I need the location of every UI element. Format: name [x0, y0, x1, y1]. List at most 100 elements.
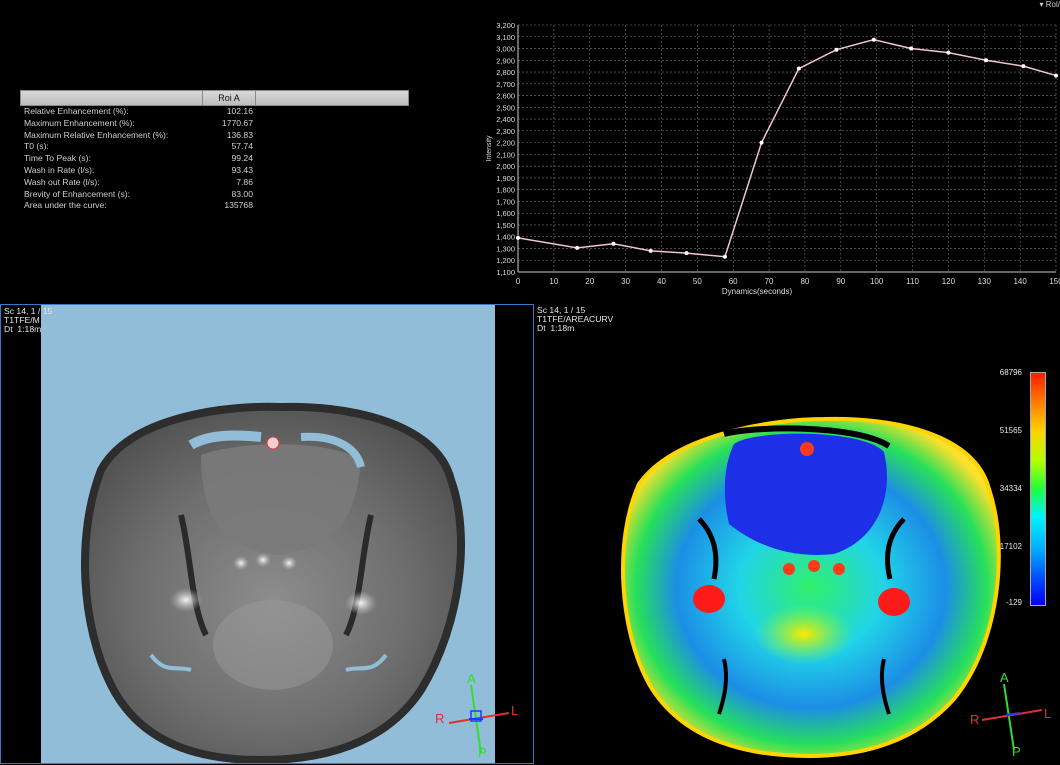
row-value: 93.43: [231, 164, 253, 175]
right-info-line-3: Dt 1:18m: [537, 323, 575, 333]
roi-dropdown[interactable]: ▾ Rol/: [1039, 0, 1060, 9]
row-label: Wash out Rate (l/s):: [24, 176, 100, 187]
row-value: 83.00: [231, 188, 253, 199]
row-value: 136.83: [226, 129, 253, 140]
y-tick-label: 1,800: [496, 186, 515, 195]
x-tick-label: 30: [621, 277, 630, 286]
y-tick-label: 1,600: [496, 209, 515, 218]
row-label: Area under the curve:: [24, 200, 107, 211]
row-label: Time To Peak (s):: [24, 153, 91, 164]
row-value: 57.74: [231, 141, 253, 152]
table-row: Maximum Relative Enhancement (%): 136.83: [20, 130, 409, 142]
roi-column-header[interactable]: Roi A: [202, 91, 256, 105]
data-point: [759, 140, 764, 145]
orientation-right: R: [435, 711, 445, 726]
x-tick-label: 80: [800, 277, 809, 286]
row-label: Brevity of Enhancement (s):: [24, 188, 131, 199]
x-tick-label: 10: [549, 277, 558, 286]
viewport-left-mri[interactable]: Sc 14, 1 / 15 T1TFE/M Dt 1:18m A P R L: [0, 304, 534, 764]
data-point: [834, 47, 839, 52]
data-point: [796, 66, 801, 71]
x-tick-label: 140: [1013, 277, 1027, 286]
y-tick-label: 1,500: [496, 221, 515, 230]
x-tick-label: 60: [729, 277, 738, 286]
row-label: Maximum Enhancement (%):: [24, 117, 135, 128]
x-tick-label: 40: [657, 277, 666, 286]
colorbar-label-min: -129: [1005, 598, 1022, 607]
data-point: [516, 235, 520, 240]
data-point: [1021, 64, 1026, 69]
y-tick-label: 2,300: [496, 127, 515, 136]
y-tick-label: 2,500: [496, 103, 515, 112]
left-info-line-2: T1TFE/M: [4, 315, 40, 325]
y-tick-label: 3,100: [496, 33, 515, 42]
x-tick-label: 100: [870, 277, 884, 286]
right-info-line-1: Sc 14, 1 / 15: [537, 305, 586, 315]
data-point: [871, 37, 876, 42]
table-row: Time To Peak (s): 99.24: [20, 153, 409, 165]
y-tick-label: 2,000: [496, 162, 515, 171]
colorbar-label-max: 68796: [999, 368, 1022, 377]
y-tick-label: 2,100: [496, 150, 515, 159]
row-label: Relative Enhancement (%):: [24, 106, 129, 116]
x-tick-label: 20: [585, 277, 594, 286]
orientation-cross-icon: [981, 683, 1043, 751]
row-label: Wash in Rate (l/s):: [24, 164, 95, 175]
enhancement-curve-chart: 0 10 20 30 40 50 60 70 80 90 100 110 120 130 140 150 1,1…: [485, 18, 1060, 298]
x-tick-label: 150: [1049, 277, 1060, 286]
table-row: Wash out Rate (l/s): 7.86: [20, 177, 409, 189]
orientation-left: L: [1044, 706, 1052, 721]
area-under-curve-color-map: [621, 416, 1001, 759]
y-tick-label: 2,600: [496, 92, 515, 101]
orientation-cross-icon: [448, 684, 510, 754]
orientation-left: L: [511, 703, 519, 718]
data-point: [1054, 73, 1058, 78]
y-tick-label: 3,000: [496, 45, 515, 54]
y-tick-label: 1,700: [496, 197, 515, 206]
y-tick-label: 1,300: [496, 244, 515, 253]
x-tick-label: 110: [906, 277, 919, 286]
x-tick-label: 130: [978, 277, 992, 286]
table-row: Brevity of Enhancement (s): 83.00: [20, 189, 409, 201]
row-value: 102.16: [226, 106, 253, 116]
row-label: Maximum Relative Enhancement (%):: [24, 129, 169, 140]
data-point: [648, 248, 653, 253]
table-row: Maximum Enhancement (%): 1770.67: [20, 118, 409, 130]
x-tick-label: 120: [942, 277, 956, 286]
y-tick-label: 3,200: [496, 21, 515, 30]
x-tick-label: 70: [765, 277, 774, 286]
y-tick-label: 1,400: [496, 233, 515, 242]
row-label: T0 (s):: [24, 141, 49, 152]
y-tick-label: 2,800: [496, 68, 515, 77]
row-value: 135768: [224, 200, 253, 211]
y-tick-label: 2,400: [496, 115, 515, 124]
data-point: [684, 251, 689, 256]
x-axis-label: Dynamics(seconds): [722, 287, 793, 296]
data-point: [575, 245, 580, 250]
y-tick-label: 1,100: [496, 268, 515, 277]
table-header: Roi A: [20, 90, 409, 106]
row-value: 99.24: [231, 153, 253, 164]
x-tick-label: 0: [516, 277, 521, 286]
data-point: [722, 254, 727, 259]
roi-results-table: Roi A Relative Enhancement (%): 102.16 Max…: [20, 90, 409, 212]
orientation-right: R: [970, 712, 980, 727]
data-point: [611, 241, 616, 246]
table-row: Area under the curve: 135768: [20, 200, 409, 212]
orientation-anterior: A: [1000, 670, 1009, 685]
x-tick-label: 50: [693, 277, 702, 286]
row-value: 7.86: [236, 176, 253, 187]
y-axis-label: Intensity: [486, 135, 493, 162]
data-point: [909, 46, 914, 51]
y-tick-label: 1,200: [496, 256, 515, 265]
colorbar-label-3: 34334: [999, 484, 1022, 493]
orientation-posterior: P: [1012, 744, 1021, 759]
data-point: [946, 50, 951, 55]
left-info-line-1: Sc 14, 1 / 15: [4, 306, 53, 316]
colorbar-label-4: 17102: [999, 542, 1022, 551]
row-value: 1770.67: [221, 117, 253, 128]
x-tick-label: 90: [836, 277, 845, 286]
table-row: Wash in Rate (l/s): 93.43: [20, 165, 409, 177]
data-point: [984, 58, 989, 63]
viewport-right-parametric-map[interactable]: Sc 14, 1 / 15 T1TFE/AREACURV Dt 1:18m 68…: [534, 304, 1060, 764]
